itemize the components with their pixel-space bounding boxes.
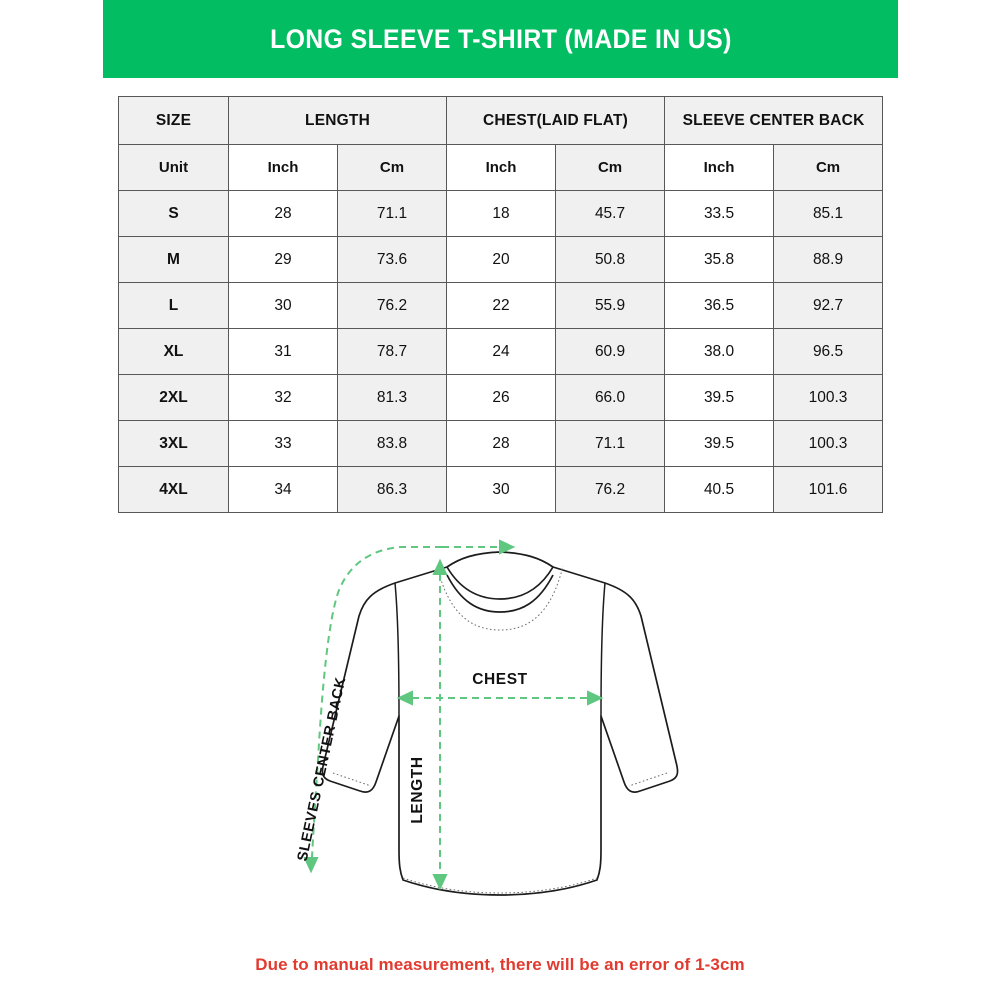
cell-sleeve-cm: 96.5 xyxy=(773,328,884,375)
cell-chest-cm: 76.2 xyxy=(555,466,666,513)
cell-size: M xyxy=(118,236,229,283)
table-unit-row: Unit Inch Cm Inch Cm Inch Cm xyxy=(118,144,884,191)
cell-sleeve-inch: 33.5 xyxy=(664,190,775,237)
table-row: 3XL 33 83.8 28 71.1 39.5 100.3 xyxy=(118,420,884,467)
cell-sleeve-inch: 40.5 xyxy=(664,466,775,513)
cell-chest-cm: 50.8 xyxy=(555,236,666,283)
cell-sleeve-inch: 36.5 xyxy=(664,282,775,329)
cell-size: 3XL xyxy=(118,420,229,467)
header-size: SIZE xyxy=(118,96,229,145)
header-banner: LONG SLEEVE T-SHIRT (MADE IN US) xyxy=(103,0,898,78)
cell-chest-inch: 20 xyxy=(446,236,557,283)
unit-length-cm: Cm xyxy=(336,144,448,191)
header-chest: CHEST(LAID FLAT) xyxy=(446,96,666,145)
page-title: LONG SLEEVE T-SHIRT (MADE IN US) xyxy=(269,23,732,54)
cell-chest-cm: 45.7 xyxy=(555,190,666,237)
header-length: LENGTH xyxy=(227,96,448,145)
cell-chest-inch: 28 xyxy=(446,420,557,467)
cell-chest-inch: 18 xyxy=(446,190,557,237)
stitch-lines xyxy=(332,565,668,894)
cell-sleeve-inch: 39.5 xyxy=(664,420,775,467)
cell-length-cm: 71.1 xyxy=(336,190,448,237)
cell-chest-cm: 60.9 xyxy=(555,328,666,375)
table-row: M 29 73.6 20 50.8 35.8 88.9 xyxy=(118,236,884,283)
table-row: S 28 71.1 18 45.7 33.5 85.1 xyxy=(118,190,884,237)
length-arrow-top xyxy=(432,558,448,575)
cell-length-cm: 86.3 xyxy=(336,466,448,513)
length-label: LENGTH xyxy=(409,756,426,823)
sleeve-arrow-bottom xyxy=(303,857,319,874)
unit-chest-cm: Cm xyxy=(555,144,666,191)
chest-arrow-left xyxy=(396,690,413,706)
cell-size: 4XL xyxy=(118,466,229,513)
chest-label: CHEST xyxy=(472,671,528,688)
unit-sleeve-inch: Inch xyxy=(664,144,775,191)
header-sleeve-center-back: SLEEVE CENTER BACK xyxy=(664,96,884,145)
cell-length-inch: 32 xyxy=(228,374,338,421)
cell-length-inch: 31 xyxy=(228,328,338,375)
length-measure-line xyxy=(432,558,448,891)
measurement-disclaimer: Due to manual measurement, there will be… xyxy=(255,955,745,974)
unit-chest-inch: Inch xyxy=(446,144,557,191)
cell-length-inch: 33 xyxy=(228,420,338,467)
cell-length-cm: 73.6 xyxy=(336,236,448,283)
table-row: L 30 76.2 22 55.9 36.5 92.7 xyxy=(118,282,884,329)
cell-length-cm: 78.7 xyxy=(336,328,448,375)
cell-length-cm: 76.2 xyxy=(336,282,448,329)
table-row: XL 31 78.7 24 60.9 38.0 96.5 xyxy=(118,328,884,375)
cell-sleeve-inch: 35.8 xyxy=(664,236,775,283)
cell-chest-cm: 66.0 xyxy=(555,374,666,421)
cell-sleeve-cm: 85.1 xyxy=(773,190,884,237)
cell-size: XL xyxy=(118,328,229,375)
cell-sleeve-cm: 100.3 xyxy=(773,374,884,421)
garment-diagram: CHEST LENGTH SLEEVES CENTER BACK xyxy=(0,520,1000,930)
table-row: 4XL 34 86.3 30 76.2 40.5 101.6 xyxy=(118,466,884,513)
collar xyxy=(446,566,554,613)
cell-length-cm: 81.3 xyxy=(336,374,448,421)
size-chart-table: SIZE LENGTH CHEST(LAID FLAT) SLEEVE CENT… xyxy=(118,96,884,513)
unit-length-inch: Inch xyxy=(228,144,338,191)
table-body: S 28 71.1 18 45.7 33.5 85.1 M 29 73.6 20… xyxy=(118,190,884,513)
cell-chest-inch: 24 xyxy=(446,328,557,375)
sleeve-top-arrow-right xyxy=(499,539,516,555)
cell-length-inch: 30 xyxy=(228,282,338,329)
cell-chest-cm: 71.1 xyxy=(555,420,666,467)
cell-length-cm: 83.8 xyxy=(336,420,448,467)
cell-chest-cm: 55.9 xyxy=(555,282,666,329)
cell-size: L xyxy=(118,282,229,329)
table-group-header-row: SIZE LENGTH CHEST(LAID FLAT) SLEEVE CENT… xyxy=(118,96,884,145)
tshirt-outline xyxy=(321,551,679,896)
cell-sleeve-cm: 88.9 xyxy=(773,236,884,283)
cell-length-inch: 29 xyxy=(228,236,338,283)
cell-chest-inch: 26 xyxy=(446,374,557,421)
length-arrow-bottom xyxy=(432,874,448,891)
table-row: 2XL 32 81.3 26 66.0 39.5 100.3 xyxy=(118,374,884,421)
cell-size: S xyxy=(118,190,229,237)
chest-arrow-right xyxy=(587,690,604,706)
sleeve-top-measure-line xyxy=(442,539,516,555)
cell-sleeve-cm: 101.6 xyxy=(773,466,884,513)
cell-sleeve-cm: 100.3 xyxy=(773,420,884,467)
unit-label: Unit xyxy=(118,144,229,191)
unit-sleeve-cm: Cm xyxy=(773,144,884,191)
cell-chest-inch: 30 xyxy=(446,466,557,513)
cell-size: 2XL xyxy=(118,374,229,421)
cell-length-inch: 34 xyxy=(228,466,338,513)
sleeve-center-back-measure-line xyxy=(303,546,442,874)
cell-length-inch: 28 xyxy=(228,190,338,237)
cell-sleeve-inch: 38.0 xyxy=(664,328,775,375)
cell-sleeve-inch: 39.5 xyxy=(664,374,775,421)
cell-sleeve-cm: 92.7 xyxy=(773,282,884,329)
chest-measure-line xyxy=(396,690,604,706)
cell-chest-inch: 22 xyxy=(446,282,557,329)
